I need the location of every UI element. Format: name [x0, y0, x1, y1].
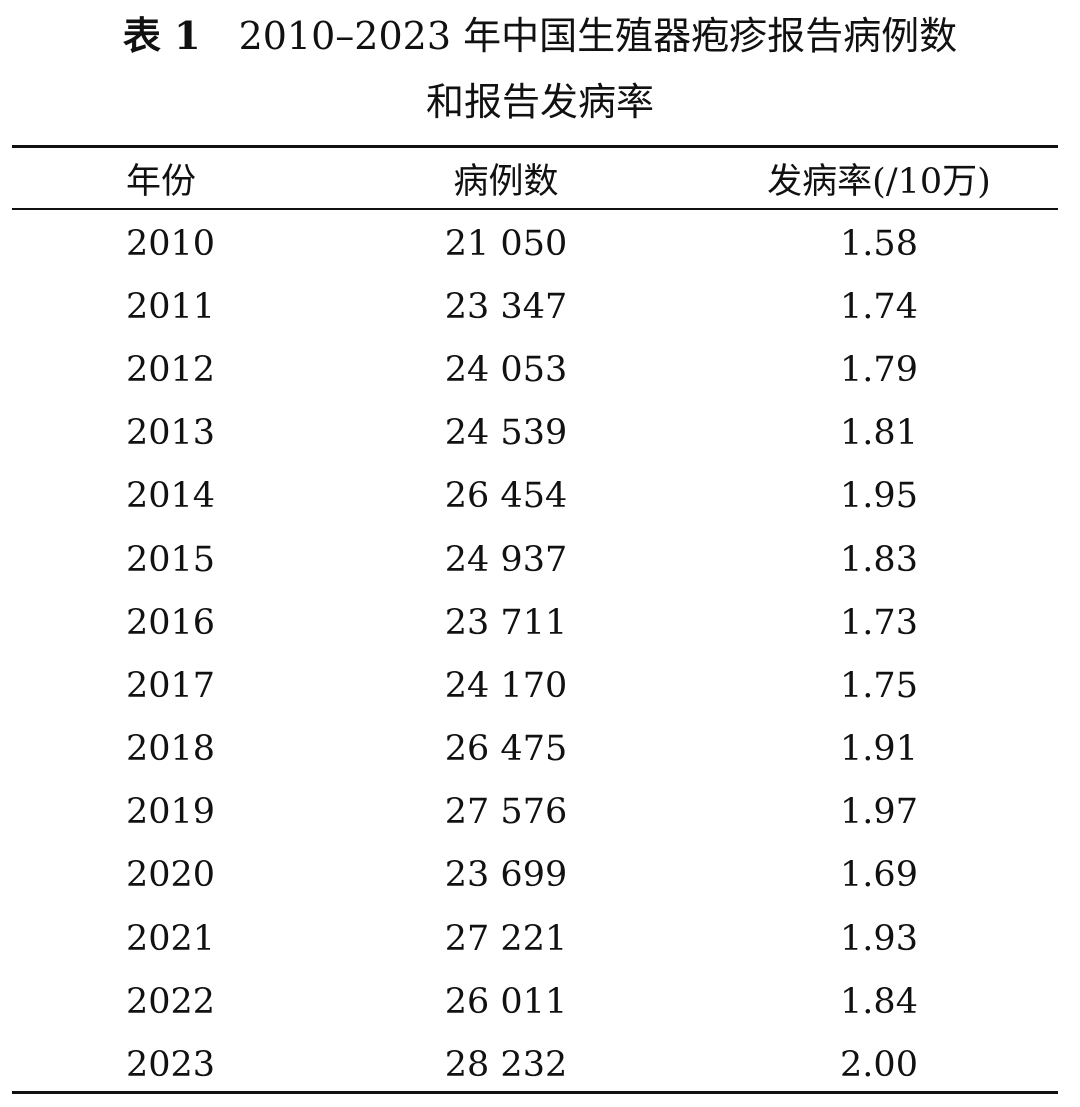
column-header-cases: 病例数	[453, 161, 559, 202]
year-cell: 2011	[126, 286, 216, 327]
table-row: 2022 26 011 1.84	[12, 970, 1058, 1033]
year-cell: 2012	[126, 349, 216, 390]
cases-cell: 23 711	[444, 602, 568, 643]
rate-cell: 1.81	[840, 413, 918, 454]
year-cell: 2023	[126, 1045, 216, 1086]
table-row: 2023 28 232 2.00	[12, 1033, 1058, 1096]
table-row: 2014 26 454 1.95	[12, 465, 1058, 528]
table-row: 2018 26 475 1.91	[12, 718, 1058, 781]
rate-cell: 1.95	[840, 476, 918, 517]
year-cell: 2018	[126, 729, 216, 770]
table-row: 2019 27 576 1.97	[12, 781, 1058, 844]
column-header-rate: 发病率(/10万)	[767, 161, 991, 202]
rate-cell: 1.69	[840, 855, 918, 896]
year-cell: 2014	[126, 476, 216, 517]
cases-cell: 23 699	[444, 855, 568, 896]
table-header: 年份 病例数 发病率(/10万)	[12, 148, 1058, 208]
rate-cell: 1.83	[840, 539, 918, 580]
cases-cell: 24 937	[444, 539, 568, 580]
cases-cell: 27 221	[444, 918, 568, 959]
table-header-rule	[12, 208, 1058, 210]
year-cell: 2017	[126, 665, 216, 706]
cases-cell: 21 050	[444, 223, 568, 264]
year-cell: 2010	[126, 223, 216, 264]
year-cell: 2020	[126, 855, 216, 896]
cases-cell: 24 539	[444, 413, 568, 454]
rate-cell: 2.00	[840, 1045, 918, 1086]
table-row: 2010 21 050 1.58	[12, 212, 1058, 275]
year-cell: 2013	[126, 413, 216, 454]
table-row: 2017 24 170 1.75	[12, 654, 1058, 717]
table-row: 2015 24 937 1.83	[12, 528, 1058, 591]
cases-cell: 26 475	[444, 729, 568, 770]
rate-cell: 1.97	[840, 792, 918, 833]
rate-cell: 1.74	[840, 286, 918, 327]
cases-cell: 24 170	[444, 665, 568, 706]
column-header-year: 年份	[126, 161, 197, 202]
rate-cell: 1.93	[840, 918, 918, 959]
table-title: 2010–2023 年中国生殖器疱疹报告病例数	[238, 14, 958, 58]
cases-cell: 27 576	[444, 792, 568, 833]
data-table: 2010 21 050 1.58 2011 23 347 1.74 2012 24 053 1.…	[12, 212, 1058, 1097]
table-label: 表 1	[122, 13, 201, 58]
cases-cell: 28 232	[444, 1045, 568, 1086]
table-row: 2013 24 539 1.81	[12, 402, 1058, 465]
table-top-rule	[12, 145, 1058, 148]
table-row: 2012 24 053 1.79	[12, 338, 1058, 401]
cases-cell: 26 011	[444, 981, 568, 1022]
cases-cell: 23 347	[444, 286, 568, 327]
table-body: 2010 21 050 1.58 2011 23 347 1.74 2012 24 053 1.…	[12, 212, 1058, 1097]
table-row: 2016 23 711 1.73	[12, 591, 1058, 654]
header-row: 年份 病例数 发病率(/10万)	[12, 148, 1058, 208]
rate-cell: 1.91	[840, 729, 918, 770]
rate-cell: 1.79	[840, 349, 918, 390]
cases-cell: 24 053	[444, 349, 568, 390]
table-row: 2011 23 347 1.74	[12, 275, 1058, 338]
year-cell: 2021	[126, 918, 216, 959]
cases-cell: 26 454	[444, 476, 568, 517]
table-caption-line-2: 和报告发病率	[425, 80, 654, 124]
table-row: 2020 23 699 1.69	[12, 844, 1058, 907]
rate-cell: 1.84	[840, 981, 918, 1022]
year-cell: 2022	[126, 981, 216, 1022]
year-cell: 2015	[126, 539, 216, 580]
rate-cell: 1.73	[840, 602, 918, 643]
table-bottom-rule	[12, 1091, 1058, 1094]
table-caption-line-1: 表 1 2010–2023 年中国生殖器疱疹报告病例数	[0, 13, 1080, 59]
rate-cell: 1.75	[840, 665, 918, 706]
table-row: 2021 27 221 1.93	[12, 907, 1058, 970]
year-cell: 2016	[126, 602, 216, 643]
rate-cell: 1.58	[840, 223, 918, 264]
year-cell: 2019	[126, 792, 216, 833]
